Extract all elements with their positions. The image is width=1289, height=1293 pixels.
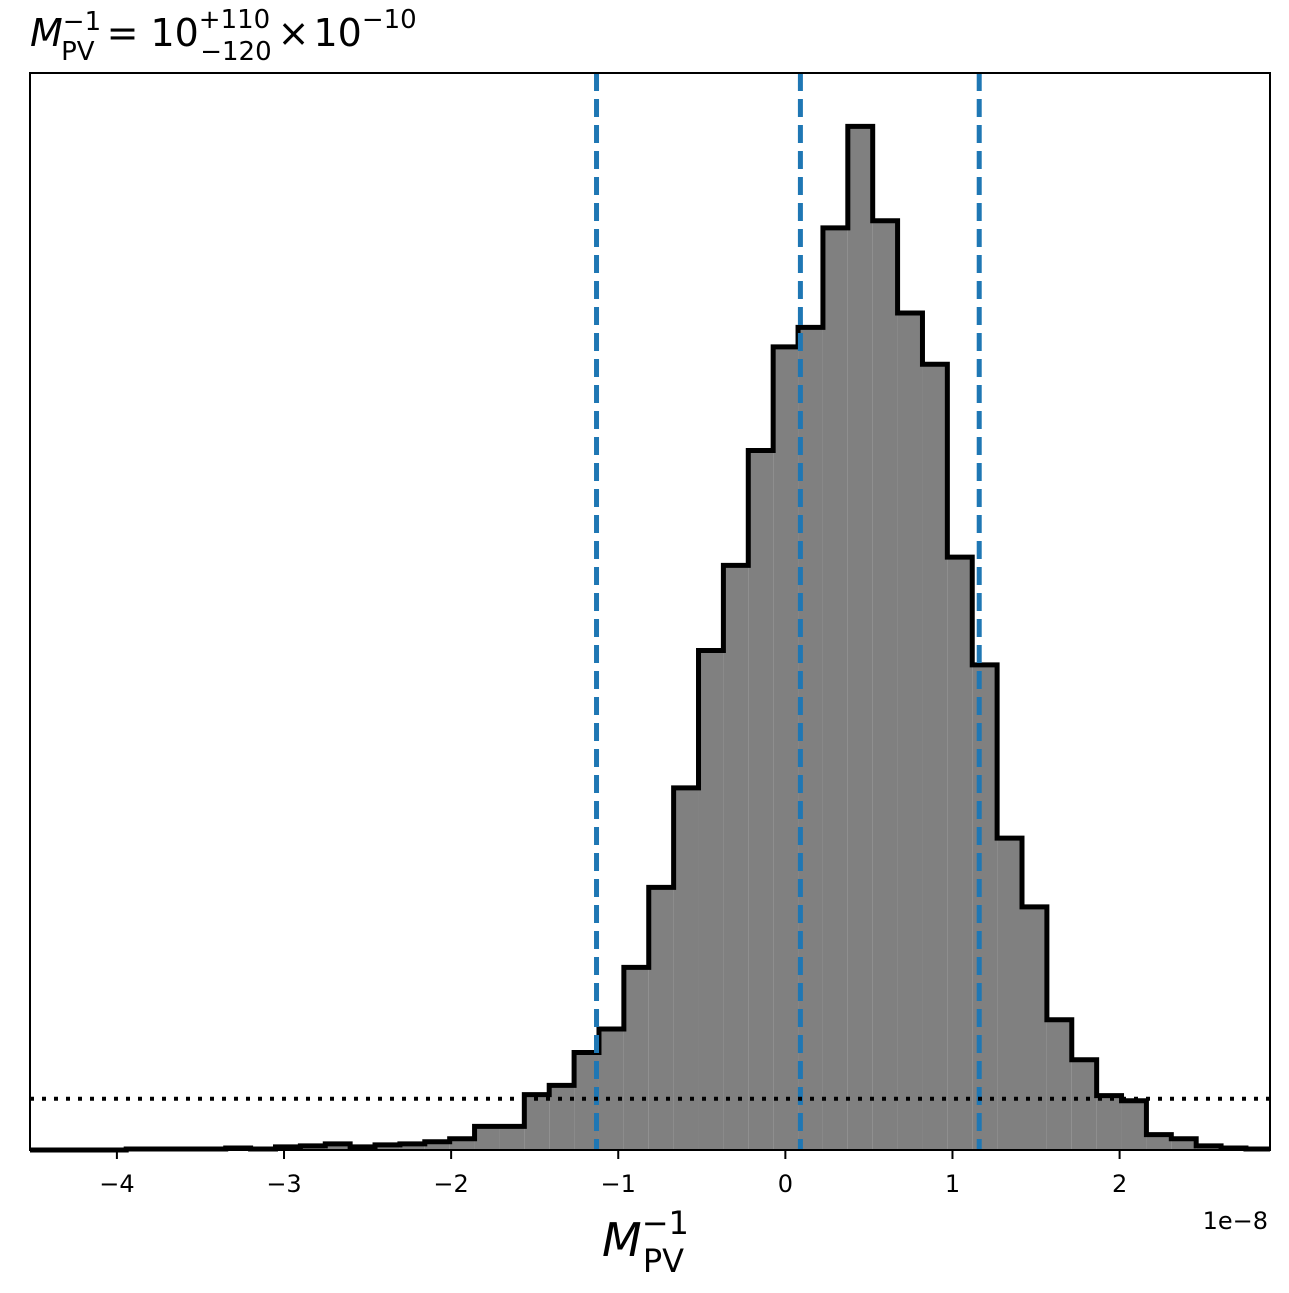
x-tick-label: −1 <box>601 1170 636 1198</box>
histogram-bar <box>449 1138 475 1150</box>
x-tick-label: −4 <box>99 1170 134 1198</box>
x-axis-label: M−1 PV <box>602 1204 689 1280</box>
histogram-bar <box>1121 1100 1147 1150</box>
credible-interval-lines <box>594 73 982 1150</box>
x-tick-label: −3 <box>266 1170 301 1198</box>
chart-title: M−1 PV = 10+110 −120 × 10−10 <box>30 5 417 67</box>
histogram-bar <box>723 565 749 1150</box>
x-offset-text: 1e−8 <box>1203 1207 1268 1235</box>
histogram-bar <box>897 313 923 1150</box>
title-value: 10 <box>150 11 198 55</box>
histogram-bar <box>698 650 724 1150</box>
histogram-bar <box>1096 1095 1122 1150</box>
title-err-plus: +110 <box>199 5 270 35</box>
histogram-bar <box>1022 906 1047 1150</box>
title-scale-exp: −10 <box>362 5 417 35</box>
x-tick-label: 0 <box>778 1170 793 1198</box>
title-symbol: M <box>30 11 63 55</box>
histogram-bar <box>474 1126 500 1150</box>
xlabel-sup: −1 <box>642 1204 689 1242</box>
histogram-bar <box>549 1085 575 1150</box>
xlabel-sub: PV <box>643 1242 684 1280</box>
title-symbol-sub: PV <box>61 37 95 67</box>
histogram-bar <box>773 346 799 1150</box>
histogram-bar <box>1071 1059 1097 1150</box>
histogram-bar <box>972 664 998 1150</box>
title-scale-base: 10 <box>313 11 361 55</box>
histogram-outline <box>30 123 1270 1153</box>
x-tick-label: −2 <box>433 1170 468 1198</box>
histogram-bars <box>126 126 1270 1150</box>
histogram-bar <box>424 1141 450 1150</box>
x-axis-ticks: −4 −3 −2 −1 0 1 2 <box>99 1150 1127 1198</box>
x-tick-label: 1 <box>945 1170 960 1198</box>
histogram-bar <box>673 787 699 1150</box>
histogram-bar <box>648 887 674 1150</box>
plot-frame <box>29 72 1271 1151</box>
histogram-bar <box>748 450 774 1150</box>
xlabel-symbol: M <box>602 1213 642 1267</box>
histogram-bar <box>822 227 848 1150</box>
histogram-bar <box>847 126 873 1150</box>
histogram-bar <box>399 1143 425 1150</box>
title-symbol-sup: −1 <box>63 7 101 37</box>
title-times: × <box>278 11 310 55</box>
histogram-bar <box>524 1094 550 1150</box>
histogram-bar <box>1046 1019 1072 1150</box>
histogram-bar <box>922 364 948 1150</box>
title-err-minus: −120 <box>200 37 271 67</box>
histogram-bar <box>499 1126 525 1150</box>
histogram-bar <box>623 967 649 1150</box>
x-tick-label: 2 <box>1112 1170 1127 1198</box>
histogram-bar <box>872 220 898 1150</box>
histogram-bar <box>997 838 1022 1150</box>
histogram-bar <box>598 1028 624 1150</box>
title-equals: = <box>107 11 139 55</box>
histogram-bar <box>1146 1134 1172 1150</box>
histogram-bar <box>375 1144 400 1150</box>
histogram-bar <box>325 1143 351 1150</box>
histogram-bar <box>947 557 973 1150</box>
histogram-bar <box>1171 1138 1197 1150</box>
